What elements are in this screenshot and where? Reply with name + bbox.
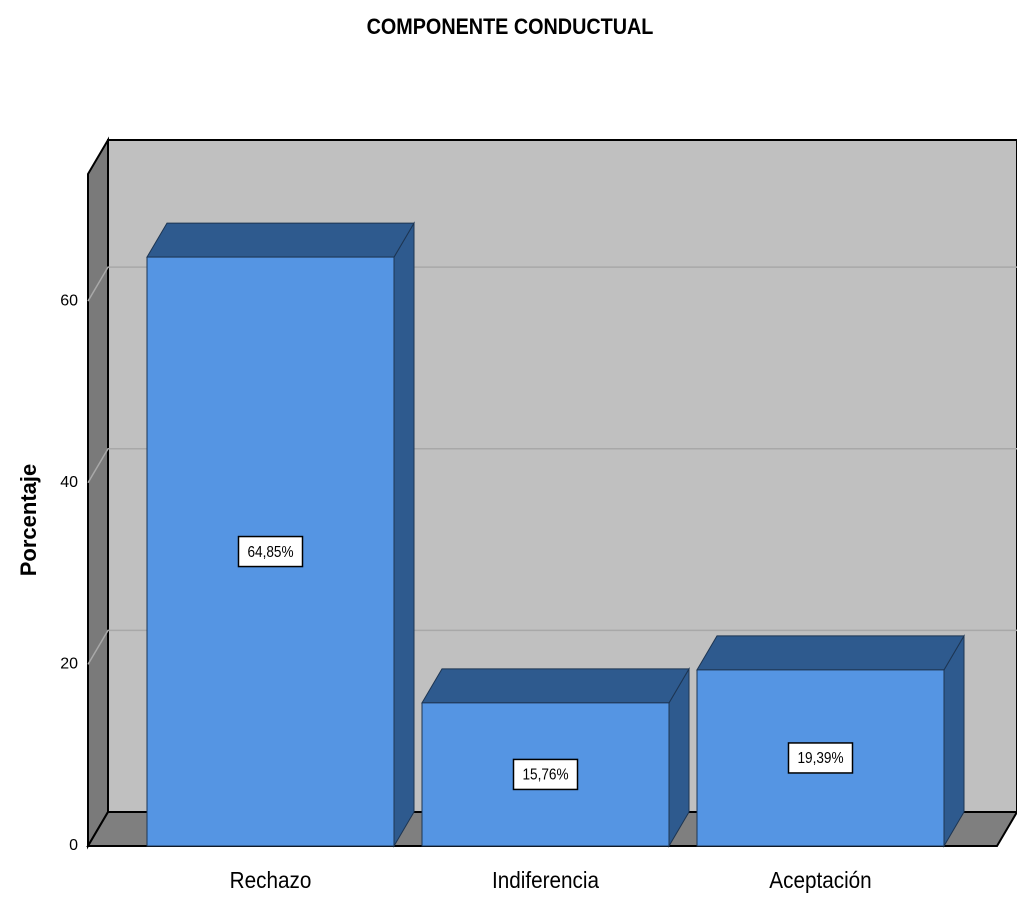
value-label-box — [237, 535, 304, 568]
bar-top — [146, 222, 415, 258]
value-label-box — [787, 742, 854, 774]
bar-top — [696, 635, 965, 671]
y-axis-label: Porcentaje — [16, 464, 41, 577]
y-tick-label: 0 — [69, 837, 78, 854]
x-tick-label: Rechazo — [230, 867, 312, 893]
value-label-box — [512, 758, 579, 791]
y-tick-label: 20 — [60, 656, 78, 673]
side-wall — [87, 136, 109, 850]
y-tick-label: 40 — [60, 474, 78, 491]
y-tick-label: 60 — [60, 292, 78, 309]
x-tick-label: Indiferencia — [492, 867, 600, 893]
x-tick-label: Aceptación — [769, 867, 871, 893]
grid-line — [87, 629, 1017, 665]
value-label: 19,39% — [797, 750, 843, 767]
value-label: 15,76% — [522, 767, 568, 784]
grid-line — [87, 448, 1017, 484]
bar-side — [393, 221, 415, 848]
bar-side — [943, 634, 965, 848]
chart-title: COMPONENTE CONDUCTUAL — [367, 15, 654, 39]
grid-line — [87, 266, 1017, 302]
value-label: 64,85% — [247, 544, 293, 561]
bar-top — [421, 668, 690, 704]
